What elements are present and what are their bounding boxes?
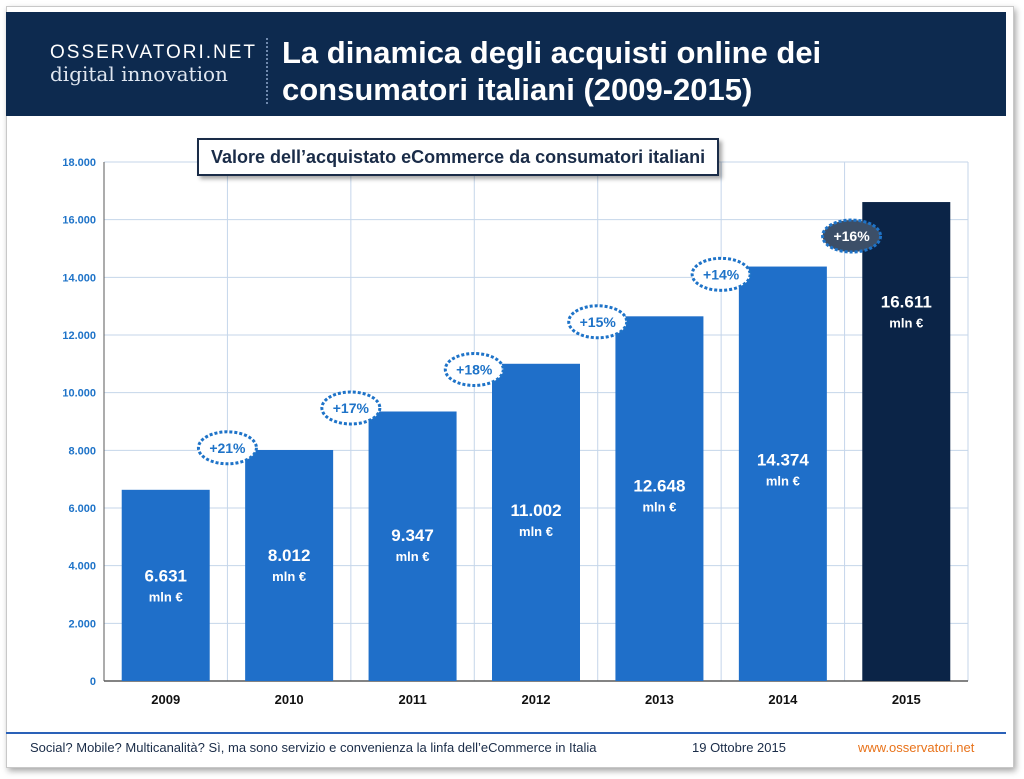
data-label: 14.374 bbox=[757, 450, 810, 469]
x-tick-label: 2011 bbox=[398, 692, 426, 707]
data-label: 11.002 bbox=[510, 501, 561, 520]
data-label-unit: mln € bbox=[519, 524, 553, 539]
header-separator bbox=[266, 38, 268, 104]
data-label-unit: mln € bbox=[149, 590, 183, 605]
data-label-unit: mln € bbox=[766, 473, 800, 488]
data-label-unit: mln € bbox=[272, 569, 306, 584]
page-title-line2: consumatori italiani (2009-2015) bbox=[282, 72, 753, 107]
growth-badge-label: +14% bbox=[703, 266, 740, 282]
data-label: 6.631 bbox=[144, 567, 187, 586]
bar bbox=[492, 363, 580, 681]
growth-badge bbox=[443, 351, 505, 387]
osservatori-logo: OSSERVATORI.NET digital innovation bbox=[50, 42, 257, 86]
growth-badge-label: +16% bbox=[833, 228, 870, 244]
bar bbox=[738, 266, 827, 681]
y-tick-label: 0 bbox=[90, 676, 96, 688]
data-label-unit: mln € bbox=[889, 315, 923, 330]
data-label-unit: mln € bbox=[642, 499, 676, 514]
bar bbox=[862, 202, 951, 681]
footer-date: 19 Ottobre 2015 bbox=[692, 740, 786, 755]
y-tick-label: 12.000 bbox=[62, 330, 96, 342]
bar bbox=[615, 316, 704, 681]
x-tick-label: 2010 bbox=[275, 692, 304, 707]
logo-wordmark: OSSERVATORI.NET bbox=[50, 42, 258, 63]
x-tick-label: 2013 bbox=[645, 692, 674, 707]
x-tick-label: 2015 bbox=[892, 692, 921, 707]
bar bbox=[245, 449, 334, 681]
growth-badge bbox=[690, 256, 752, 292]
page-title: La dinamica degli acquisti online dei co… bbox=[282, 34, 962, 108]
x-tick-label: 2009 bbox=[151, 692, 180, 707]
growth-badge-label: +15% bbox=[580, 314, 617, 330]
growth-badge bbox=[821, 218, 883, 254]
y-tick-label: 4.000 bbox=[68, 561, 96, 573]
bar bbox=[121, 489, 210, 681]
page-title-line1: La dinamica degli acquisti online dei bbox=[282, 35, 822, 70]
growth-badge bbox=[196, 430, 258, 466]
data-label: 12.648 bbox=[633, 476, 685, 495]
growth-badge-label: +21% bbox=[209, 440, 246, 456]
growth-badge-label: +18% bbox=[456, 361, 493, 377]
growth-badge bbox=[320, 390, 382, 426]
y-tick-label: 10.000 bbox=[62, 388, 96, 400]
footer-caption: Social? Mobile? Multicanalità? Sì, ma so… bbox=[30, 740, 597, 755]
data-label-unit: mln € bbox=[396, 549, 430, 564]
data-label: 8.012 bbox=[268, 546, 311, 565]
footer-url-link[interactable]: www.osservatori.net bbox=[858, 740, 975, 755]
header-bar: OSSERVATORI.NET digital innovation La di… bbox=[6, 12, 1006, 116]
data-label: 9.347 bbox=[391, 526, 434, 545]
footer-divider bbox=[6, 732, 1006, 734]
chart-title: Valore dell’acquistato eCommerce da cons… bbox=[197, 138, 720, 176]
x-tick-label: 2012 bbox=[522, 692, 551, 707]
bar bbox=[368, 411, 457, 681]
y-tick-label: 6.000 bbox=[68, 503, 96, 515]
growth-badge bbox=[567, 304, 629, 340]
y-tick-label: 2.000 bbox=[68, 618, 96, 630]
growth-badge-label: +17% bbox=[333, 400, 370, 416]
y-tick-label: 18.000 bbox=[62, 157, 96, 169]
y-tick-label: 14.000 bbox=[62, 272, 96, 284]
data-label: 16.611 bbox=[881, 292, 932, 311]
logo-tagline: digital innovation bbox=[50, 62, 228, 86]
y-tick-label: 8.000 bbox=[68, 445, 96, 457]
y-tick-label: 16.000 bbox=[62, 215, 96, 227]
x-tick-label: 2014 bbox=[768, 692, 798, 707]
